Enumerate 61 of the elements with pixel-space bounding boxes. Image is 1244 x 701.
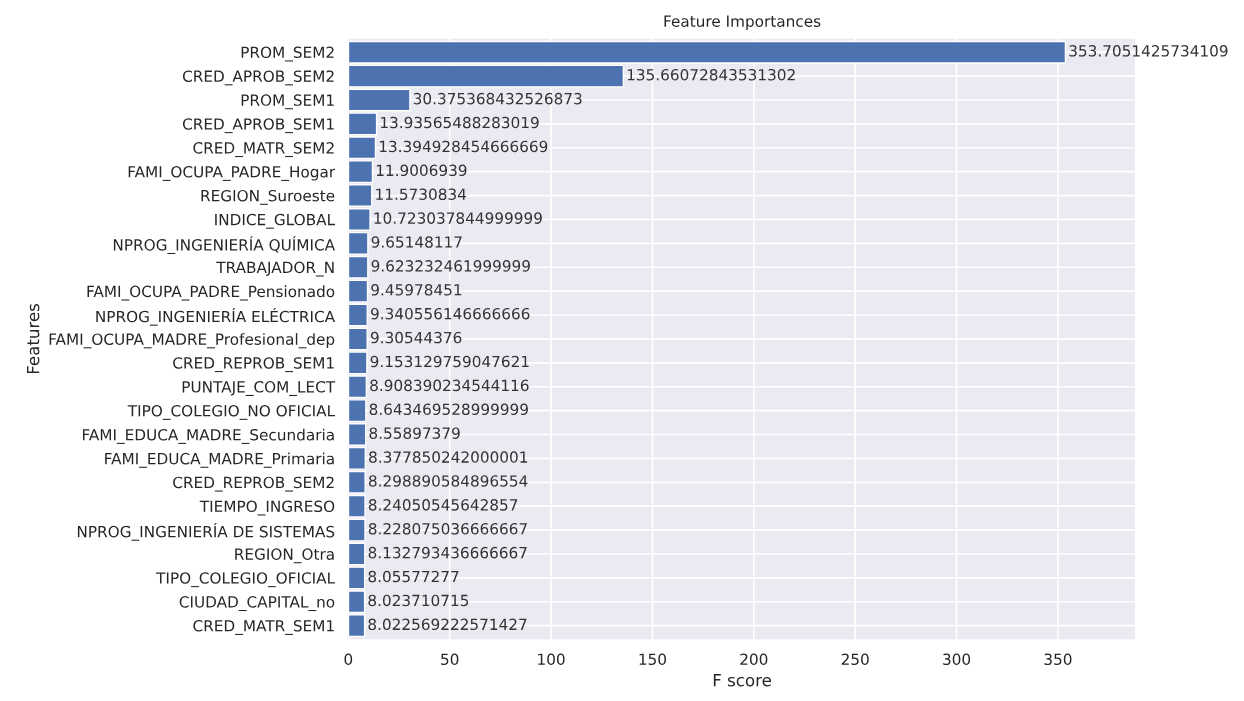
y-tick-label: CRED_MATR_SEM2 <box>193 142 334 158</box>
data-label: 11.9006939 <box>376 164 467 177</box>
y-tick-label: PROM_SEM1 <box>241 94 334 110</box>
chart-title: Feature Importances <box>664 15 821 30</box>
data-label: 9.340556146666666 <box>371 307 530 320</box>
data-label: 8.55897379 <box>369 427 460 439</box>
data-label: 13.93565488283019 <box>381 116 539 129</box>
data-label: 30.375368432526873 <box>413 92 582 105</box>
x-tick-label: 300 <box>943 653 971 666</box>
x-tick-label: 250 <box>841 653 869 666</box>
data-label: 9.30544376 <box>370 331 462 344</box>
data-label: 8.023710715 <box>368 594 469 607</box>
x-tick-label: 350 <box>1044 653 1072 666</box>
data-label: 8.05577277 <box>368 570 459 583</box>
x-tick-label: 50 <box>441 653 459 666</box>
y-tick-label: NPROG_INGENIERÍA QUÍMICA <box>113 236 335 255</box>
data-label: 8.298890584896554 <box>368 475 528 487</box>
y-tick-label: FAMI_OCUPA_PADRE_Pensionado <box>87 285 335 301</box>
x-axis-title: F score <box>713 674 771 687</box>
x-tick-label: 100 <box>538 653 565 666</box>
y-tick-label: FAMI_EDUCA_MADRE_Secundaria <box>82 428 334 444</box>
y-tick-label: TIPO_COLEGIO_OFICIAL <box>156 572 336 588</box>
data-label: 9.153129759047621 <box>370 355 529 368</box>
x-tick-label: 0 <box>344 653 353 666</box>
data-label: 9.623232461999999 <box>371 260 530 272</box>
y-tick-label: FAMI_OCUPA_PADRE_Hogar <box>128 166 336 181</box>
y-tick-label: FAMI_OCUPA_MADRE_Profesional_dep <box>49 333 335 349</box>
y-tick-label: CRED_REPROB_SEM2 <box>173 476 334 492</box>
y-tick-label: CRED_APROB_SEM1 <box>182 118 334 134</box>
y-tick-label: NPROG_INGENIERÍA ELÉCTRICA <box>96 307 335 326</box>
y-tick-label: TIPO_COLEGIO_NO OFICIAL <box>127 404 336 420</box>
data-label: 10.723037844999999 <box>374 212 542 224</box>
y-tick-label: FAMI_EDUCA_MADRE_Primaria <box>105 452 334 468</box>
data-label: 353.7051425734109 <box>1069 45 1228 57</box>
y-axis-title: Features <box>26 303 40 374</box>
x-tick-label: 150 <box>639 653 666 666</box>
data-label: 9.45978451 <box>371 284 462 296</box>
data-label: 135.66072843531302 <box>627 68 795 81</box>
data-label: 8.377850242000001 <box>369 451 528 463</box>
y-tick-label: NPROG_INGENIERÍA DE SISTEMAS <box>77 523 335 541</box>
data-label: 11.5730834 <box>376 188 467 200</box>
y-tick-label: TRABAJADOR_N <box>216 261 334 277</box>
data-label: 8.228075036666667 <box>368 522 527 535</box>
data-label: 9.65148117 <box>371 236 462 248</box>
data-label: 8.24050545642857 <box>368 499 518 511</box>
data-label: 8.132793436666667 <box>368 546 527 559</box>
y-tick-label: CIUDAD_CAPITAL_no <box>179 596 335 612</box>
y-tick-label: CRED_REPROB_SEM1 <box>173 357 334 373</box>
data-label: 8.643469528999999 <box>369 403 528 416</box>
y-tick-label: REGION_Suroeste <box>201 189 335 205</box>
y-tick-label: INDICE_GLOBAL <box>215 213 336 229</box>
y-tick-label: PROM_SEM2 <box>241 46 334 62</box>
y-tick-label: REGION_Otra <box>235 548 334 564</box>
x-tick-label: 200 <box>740 653 768 666</box>
data-label: 8.022569222571427 <box>368 618 527 631</box>
y-tick-label: CRED_APROB_SEM2 <box>182 70 334 86</box>
y-tick-label: PUNTAJE_COM_LECT <box>182 381 336 396</box>
y-tick-label: CRED_MATR_SEM1 <box>193 620 334 635</box>
y-tick-label: TIEMPO_INGRESO <box>199 500 335 516</box>
data-label: 8.908390234544116 <box>370 379 529 392</box>
data-label: 13.394928454666669 <box>379 140 548 153</box>
